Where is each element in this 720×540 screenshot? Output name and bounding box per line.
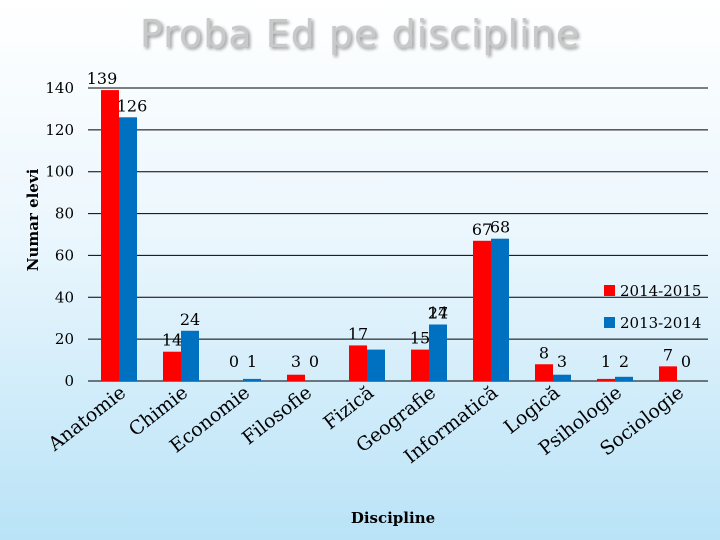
- chart-title: Proba Ed pe discipline: [139, 12, 581, 56]
- bar-2014-2015-Chimie: [163, 351, 181, 381]
- bar-2014-2015-Psihologie: [597, 378, 615, 381]
- bar-2013-2014-Informatică: [491, 238, 509, 381]
- data-label: 14: [162, 331, 182, 350]
- bar-2013-2014-Geografie: [429, 324, 447, 381]
- data-label: 27: [428, 303, 448, 322]
- data-label: 0: [681, 352, 691, 371]
- x-axis-title: Discipline: [351, 509, 435, 527]
- y-axis-ticks: 0 20 40 60 80 100 120 140: [45, 79, 74, 390]
- bar-2014-2015-Logică: [535, 364, 553, 381]
- data-label: 3: [291, 352, 301, 371]
- y-tick-label: 20: [55, 330, 74, 348]
- data-label: 139: [87, 69, 118, 88]
- data-label: 1: [601, 352, 611, 371]
- y-tick-label: 60: [55, 246, 74, 264]
- data-label: 3: [557, 352, 567, 371]
- y-tick-label: 120: [45, 121, 74, 139]
- y-tick-label: 100: [45, 163, 74, 181]
- y-tick-label: 0: [64, 372, 74, 390]
- bar-2013-2014-Logică: [553, 374, 571, 381]
- legend-swatch: [604, 285, 615, 296]
- legend-label: 2013-2014: [620, 314, 701, 332]
- bar-2014-2015-Sociologie: [659, 366, 677, 381]
- bar-2014-2015-Fizică: [349, 345, 367, 381]
- y-tick-label: 40: [55, 288, 74, 306]
- y-tick-label: 80: [55, 205, 74, 223]
- bar-2013-2014-Chimie: [181, 330, 199, 381]
- bars: [101, 90, 677, 382]
- bar-2014-2015-Informatică: [473, 240, 491, 381]
- data-label: 24: [180, 310, 200, 329]
- data-label: 14: [428, 303, 448, 322]
- x-category-label: Anatomie: [43, 382, 130, 456]
- data-label: 17: [348, 324, 368, 343]
- data-label: 7: [663, 345, 673, 364]
- bar-2013-2014-Economie: [243, 378, 261, 381]
- y-axis-title: Numar elevi: [24, 168, 42, 271]
- data-label: 1: [247, 352, 257, 371]
- data-label: 0: [229, 352, 239, 371]
- bar-2014-2015-Filosofie: [287, 374, 305, 381]
- legend-swatch: [604, 317, 615, 328]
- bar-2014-2015-Anatomie: [101, 90, 119, 381]
- y-tick-label: 140: [45, 79, 74, 97]
- data-label: 8: [539, 343, 549, 362]
- legend-label: 2014-2015: [620, 282, 701, 300]
- data-label: 68: [490, 218, 510, 237]
- bar-2014-2015-Geografie: [411, 349, 429, 381]
- legend: 2014-2015 2013-2014: [604, 282, 701, 332]
- data-label: 126: [117, 96, 148, 115]
- bar-2013-2014-Psihologie: [615, 376, 633, 381]
- bar-2013-2014-Anatomie: [119, 117, 137, 382]
- data-label: 0: [309, 352, 319, 371]
- bar-2013-2014-Fizică: [367, 349, 385, 381]
- data-label: 67: [472, 220, 492, 239]
- data-label: 15: [410, 329, 430, 348]
- data-label: 2: [619, 352, 629, 371]
- x-category-label: Filosofie: [238, 382, 316, 450]
